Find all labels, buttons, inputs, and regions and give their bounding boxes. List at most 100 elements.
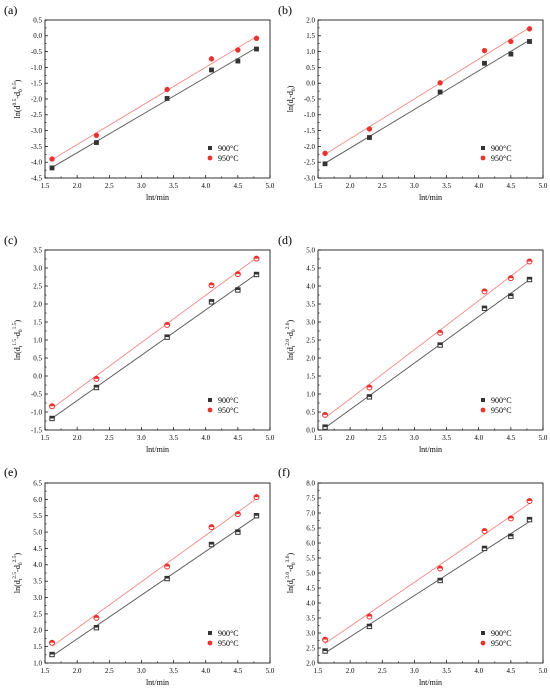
legend-label: 900°C	[218, 629, 239, 638]
data-point-fill	[235, 271, 241, 275]
x-tick-label: 3.5	[442, 182, 451, 190]
data-point-fill	[235, 529, 241, 533]
y-tick-label: 5.0	[306, 246, 315, 254]
x-tick-label: 1.5	[314, 667, 323, 675]
legend-marker	[481, 146, 485, 150]
panel-label: (c)	[4, 233, 17, 247]
y-tick-label: 0.5	[306, 64, 315, 72]
data-point-fill	[527, 277, 532, 280]
legend-marker	[481, 631, 485, 635]
y-tick-label: -1.5	[31, 80, 43, 88]
legend-label: 900°C	[491, 396, 512, 405]
x-tick-label: 1.5	[314, 182, 323, 190]
data-point-fill	[482, 528, 487, 531]
y-tick-label: 0.0	[306, 426, 315, 434]
legend-label: 950°C	[218, 154, 239, 163]
fit-line-0	[324, 39, 530, 164]
x-tick-label: 3.5	[442, 667, 451, 675]
y-tick-label: 0.5	[33, 16, 42, 24]
legend-marker	[481, 398, 485, 402]
x-axis-title: lnt/min	[146, 193, 169, 202]
x-tick-label: 4.0	[474, 434, 483, 442]
data-point-fill	[322, 637, 328, 640]
data-point	[508, 38, 514, 45]
y-tick-label: 6.5	[33, 479, 42, 487]
y-tick-label: 7.5	[306, 494, 315, 502]
y-tick-label: -2.0	[31, 95, 43, 103]
data-point-fill	[367, 624, 372, 627]
y-tick-label: 3.0	[33, 264, 42, 272]
x-tick-label: 4.0	[474, 182, 483, 190]
data-point-fill	[437, 330, 443, 333]
legend-marker	[480, 407, 486, 413]
data-point	[527, 39, 532, 44]
data-point-fill	[49, 416, 55, 419]
y-axis-title: ln(dt3.0-d03.0)	[285, 553, 297, 594]
y-tick-label: 5.0	[306, 569, 315, 577]
y-axis-title: ln(dt2.5-d02.5)	[12, 553, 24, 594]
data-point	[437, 89, 443, 95]
y-tick-label: 4.5	[33, 545, 42, 553]
data-point-fill	[508, 515, 514, 519]
data-point-fill	[254, 272, 259, 275]
y-tick-label: -0.5	[31, 390, 43, 398]
legend-marker	[207, 155, 213, 161]
x-axis-title: lnt/min	[146, 678, 169, 687]
data-point	[482, 60, 487, 66]
y-tick-label: -0.5	[304, 95, 316, 103]
legend-marker	[207, 640, 213, 646]
x-tick-label: 3.5	[169, 182, 178, 190]
y-tick-label: 6.0	[33, 496, 42, 504]
data-point-fill	[437, 342, 443, 346]
legend-marker	[480, 155, 486, 161]
panel-label: (b)	[278, 3, 292, 17]
data-point-fill	[93, 615, 99, 618]
data-point-fill	[527, 259, 532, 262]
data-point-fill	[437, 566, 443, 569]
fit-line-1	[324, 27, 530, 155]
data-point-fill	[508, 275, 514, 279]
x-tick-label: 2.0	[73, 667, 82, 675]
x-tick-label: 2.5	[105, 434, 114, 442]
data-point-fill	[437, 578, 443, 581]
x-tick-label: 3.0	[137, 667, 146, 675]
x-tick-label: 1.5	[314, 434, 323, 442]
y-tick-label: -2.5	[304, 159, 316, 167]
data-point	[164, 86, 170, 93]
x-tick-label: 4.5	[233, 182, 242, 190]
x-tick-label: 4.0	[474, 667, 483, 675]
x-tick-label: 1.5	[41, 667, 50, 675]
x-tick-label: 3.0	[410, 182, 419, 190]
data-point	[366, 126, 373, 132]
legend-label: 900°C	[218, 144, 239, 153]
data-point-fill	[367, 394, 372, 397]
x-tick-label: 5.0	[539, 434, 548, 442]
y-tick-label: -2.5	[31, 111, 43, 119]
data-point-fill	[164, 576, 170, 579]
data-point	[235, 58, 241, 64]
x-tick-label: 5.0	[539, 667, 548, 675]
data-point-fill	[235, 287, 241, 290]
panel-c: (c) 1.5 2.0 2.5 3.0 3.5 4.0 4.5 5.0 -1.5 -1.0 -0.5 0…	[4, 233, 275, 454]
data-point	[367, 135, 372, 140]
data-point	[253, 35, 260, 42]
panel-label: (a)	[4, 3, 17, 17]
y-tick-label: 1.0	[306, 48, 315, 56]
legend-label: 950°C	[218, 639, 239, 648]
x-tick-label: 2.5	[378, 182, 387, 190]
legend-label: 900°C	[218, 396, 239, 405]
y-axis-title: ln(d0.5-d00.5)	[12, 79, 24, 118]
data-point	[93, 132, 100, 139]
data-point-fill	[322, 412, 328, 415]
y-tick-label: -1.5	[31, 426, 43, 434]
y-tick-label: 4.5	[306, 584, 315, 592]
x-tick-label: 3.0	[137, 434, 146, 442]
data-point-fill	[527, 498, 532, 501]
data-point	[437, 80, 443, 86]
x-axis-title: lnt/min	[146, 445, 169, 454]
y-tick-label: 2.0	[306, 354, 315, 362]
x-tick-label: 2.5	[378, 667, 387, 675]
data-point	[322, 161, 328, 167]
panel-a: (a) 1.5 2.0 2.5 3.0 3.5 4.0 4.5 5.0 -4.5 -4.0 -3.5 -…	[4, 3, 275, 202]
